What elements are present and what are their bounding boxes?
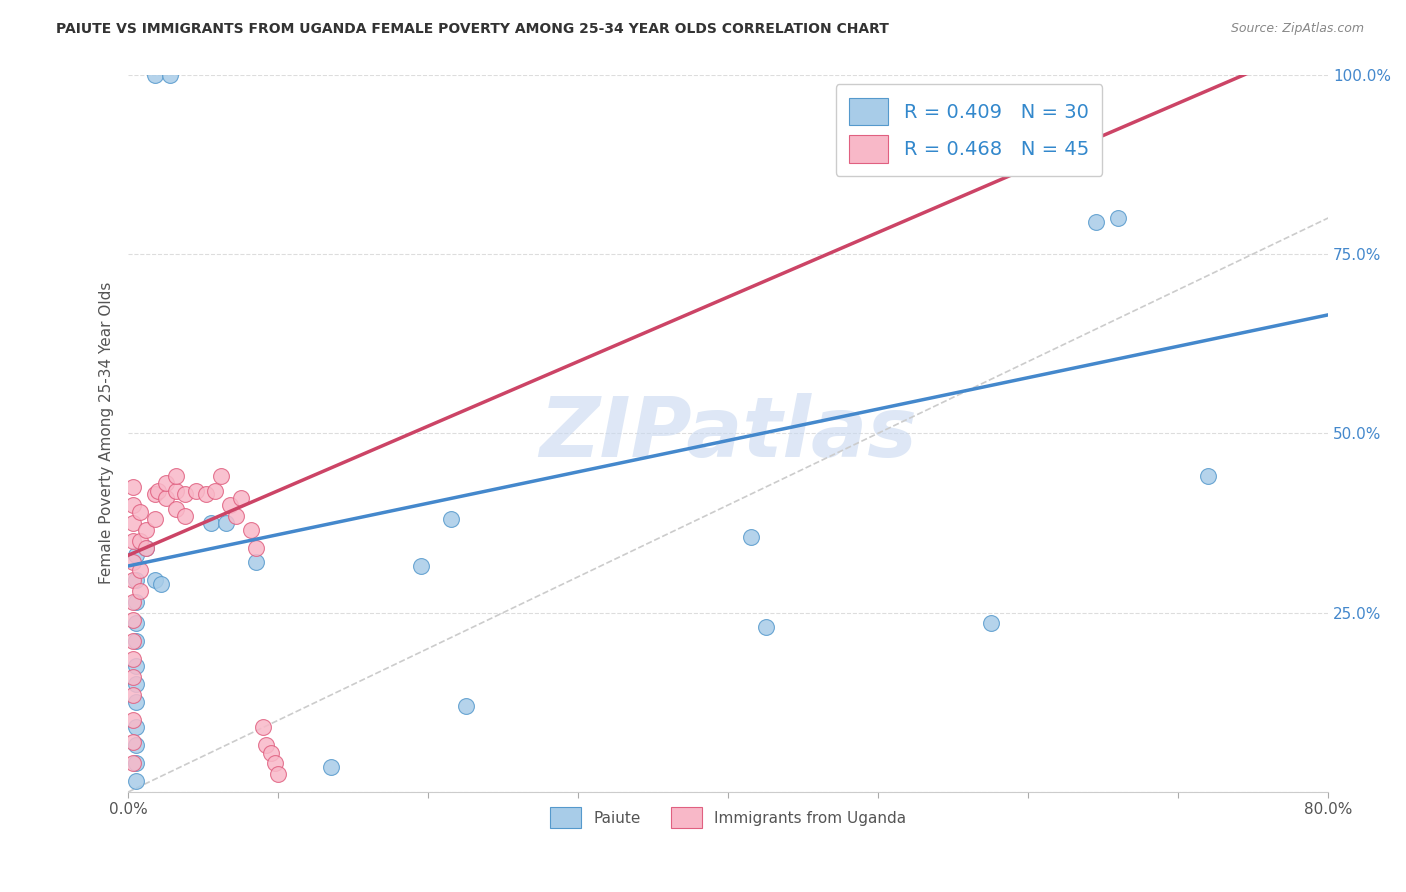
Paiute <box>1197 469 1219 483</box>
Paiute <box>125 616 148 631</box>
Paiute <box>215 516 238 530</box>
Paiute <box>125 756 148 771</box>
Immigrants from Uganda <box>135 523 157 537</box>
Immigrants from Uganda <box>254 739 277 753</box>
Paiute <box>454 698 477 713</box>
Text: PAIUTE VS IMMIGRANTS FROM UGANDA FEMALE POVERTY AMONG 25-34 YEAR OLDS CORRELATIO: PAIUTE VS IMMIGRANTS FROM UGANDA FEMALE … <box>56 22 889 37</box>
Immigrants from Uganda <box>135 541 157 555</box>
Immigrants from Uganda <box>121 613 143 627</box>
Immigrants from Uganda <box>148 483 170 498</box>
Immigrants from Uganda <box>121 480 143 494</box>
Immigrants from Uganda <box>143 512 166 526</box>
Immigrants from Uganda <box>229 491 252 505</box>
Paiute <box>755 620 778 634</box>
Paiute <box>125 774 148 789</box>
Immigrants from Uganda <box>121 670 143 684</box>
Immigrants from Uganda <box>195 487 218 501</box>
Immigrants from Uganda <box>129 563 152 577</box>
Paiute <box>125 548 148 562</box>
Immigrants from Uganda <box>165 469 187 483</box>
Paiute <box>1107 211 1129 225</box>
Paiute <box>125 595 148 609</box>
Immigrants from Uganda <box>204 483 226 498</box>
Paiute <box>150 577 173 591</box>
Immigrants from Uganda <box>129 533 152 548</box>
Paiute <box>125 695 148 709</box>
Paiute <box>125 720 148 734</box>
Paiute <box>319 760 342 774</box>
Immigrants from Uganda <box>121 516 143 530</box>
Immigrants from Uganda <box>155 491 177 505</box>
Immigrants from Uganda <box>174 487 197 501</box>
Immigrants from Uganda <box>264 756 287 771</box>
Paiute <box>143 574 166 588</box>
Paiute <box>159 68 181 82</box>
Paiute <box>125 634 148 648</box>
Immigrants from Uganda <box>165 501 187 516</box>
Paiute <box>440 512 463 526</box>
Immigrants from Uganda <box>219 498 242 512</box>
Immigrants from Uganda <box>121 735 143 749</box>
Paiute <box>125 574 148 588</box>
Paiute <box>125 677 148 691</box>
Paiute <box>980 616 1002 631</box>
Immigrants from Uganda <box>143 487 166 501</box>
Immigrants from Uganda <box>165 483 187 498</box>
Immigrants from Uganda <box>174 508 197 523</box>
Legend: Paiute, Immigrants from Uganda: Paiute, Immigrants from Uganda <box>544 801 912 835</box>
Immigrants from Uganda <box>209 469 232 483</box>
Immigrants from Uganda <box>121 533 143 548</box>
Immigrants from Uganda <box>121 756 143 771</box>
Paiute <box>200 516 222 530</box>
Immigrants from Uganda <box>245 541 267 555</box>
Immigrants from Uganda <box>225 508 247 523</box>
Paiute <box>740 530 762 544</box>
Paiute <box>135 541 157 555</box>
Immigrants from Uganda <box>129 505 152 519</box>
Text: ZIPatlas: ZIPatlas <box>540 392 917 474</box>
Immigrants from Uganda <box>267 767 290 781</box>
Paiute <box>125 659 148 673</box>
Paiute <box>245 555 267 569</box>
Immigrants from Uganda <box>129 584 152 599</box>
Immigrants from Uganda <box>121 498 143 512</box>
Immigrants from Uganda <box>121 688 143 702</box>
Text: Source: ZipAtlas.com: Source: ZipAtlas.com <box>1230 22 1364 36</box>
Y-axis label: Female Poverty Among 25-34 Year Olds: Female Poverty Among 25-34 Year Olds <box>100 282 114 584</box>
Immigrants from Uganda <box>260 746 283 760</box>
Immigrants from Uganda <box>184 483 207 498</box>
Immigrants from Uganda <box>240 523 263 537</box>
Immigrants from Uganda <box>252 720 274 734</box>
Paiute <box>409 558 432 573</box>
Immigrants from Uganda <box>121 574 143 588</box>
Immigrants from Uganda <box>121 595 143 609</box>
Immigrants from Uganda <box>121 555 143 569</box>
Immigrants from Uganda <box>121 634 143 648</box>
Paiute <box>143 68 166 82</box>
Immigrants from Uganda <box>121 713 143 727</box>
Immigrants from Uganda <box>155 476 177 491</box>
Paiute <box>1084 214 1107 228</box>
Immigrants from Uganda <box>121 652 143 666</box>
Paiute <box>125 739 148 753</box>
